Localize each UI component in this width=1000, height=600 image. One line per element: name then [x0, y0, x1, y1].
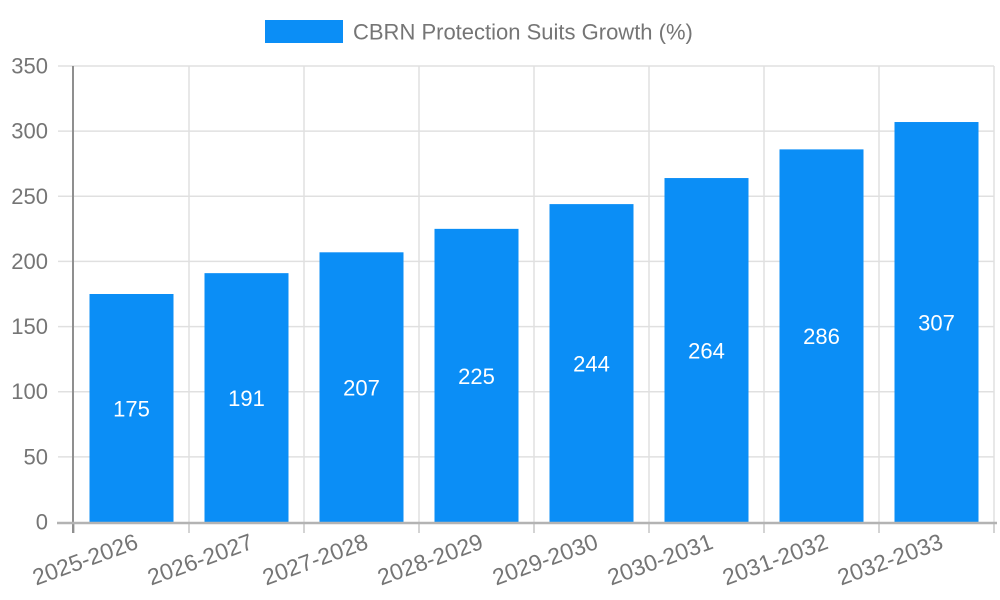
y-axis-tick-label: 300: [11, 119, 48, 144]
bar: [664, 178, 749, 522]
y-axis-tick-label: 100: [11, 379, 48, 404]
bar-value-label: 244: [573, 352, 610, 377]
bar-value-label: 225: [458, 364, 495, 389]
bar-value-label: 286: [803, 324, 840, 349]
bar: [89, 294, 174, 522]
legend-label: CBRN Protection Suits Growth (%): [353, 20, 693, 45]
y-axis-tick-label: 250: [11, 184, 48, 209]
y-axis-tick-label: 200: [11, 249, 48, 274]
bar: [894, 122, 979, 522]
y-axis-tick-label: 150: [11, 314, 48, 339]
x-axis-tick-label: 2031-2032: [719, 528, 831, 590]
y-axis-tick-label: 0: [36, 510, 48, 535]
x-axis-tick-label: 2027-2028: [259, 528, 371, 590]
y-axis-tick-label: 350: [11, 54, 48, 79]
x-axis-tick-label: 2026-2027: [144, 528, 256, 590]
bar-value-label: 191: [228, 386, 265, 411]
bar: [779, 149, 864, 522]
bar-value-label: 175: [113, 397, 150, 422]
x-axis-tick-label: 2029-2030: [489, 528, 601, 590]
x-axis-tick-label: 2032-2033: [834, 528, 946, 590]
y-axis-tick-label: 50: [24, 444, 48, 469]
legend-swatch: [265, 20, 343, 43]
bar: [204, 273, 289, 522]
x-axis-tick-label: 2028-2029: [374, 528, 486, 590]
bar: [549, 204, 634, 523]
bar-value-label: 207: [343, 376, 380, 401]
bar: [434, 228, 519, 522]
x-axis-tick-label: 2025-2026: [29, 528, 141, 590]
bar-value-label: 307: [918, 311, 955, 336]
bar-value-label: 264: [688, 339, 725, 364]
x-axis-tick-label: 2030-2031: [604, 528, 716, 590]
bar: [319, 252, 404, 522]
